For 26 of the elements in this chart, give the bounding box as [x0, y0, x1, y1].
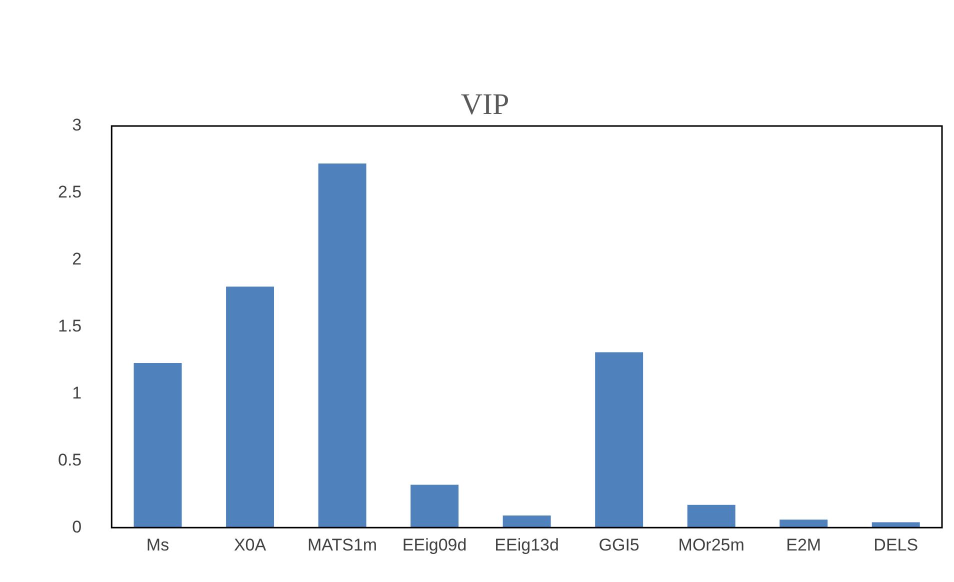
x-tick-label: EEig13d — [494, 535, 559, 554]
x-tick-label: Ms — [146, 535, 170, 554]
y-tick-label: 0 — [72, 517, 82, 536]
x-tick-label: MOr25m — [678, 535, 744, 554]
y-tick-label: 1.5 — [58, 316, 82, 336]
bar — [595, 352, 644, 528]
x-tick-label: MATS1m — [308, 535, 378, 554]
x-tick-label: X0A — [234, 535, 267, 554]
y-tick-label: 0.5 — [58, 450, 82, 470]
bar — [410, 484, 459, 528]
chart-title: VIP — [460, 88, 510, 121]
y-tick-label: 2 — [72, 250, 82, 269]
bar — [502, 516, 551, 528]
y-tick-label: 1 — [72, 383, 82, 402]
bar — [226, 286, 274, 528]
bar — [872, 522, 920, 528]
x-tick-label: DELS — [874, 535, 918, 554]
bar — [134, 362, 182, 528]
y-tick-label: 2.5 — [58, 182, 82, 202]
bar — [687, 504, 736, 528]
bar — [318, 163, 366, 528]
x-tick-label: EEig09d — [402, 535, 467, 554]
y-tick-label: 3 — [72, 116, 82, 135]
x-tick-label: E2M — [786, 535, 822, 554]
x-tick-label: GGI5 — [598, 535, 640, 554]
bar — [780, 520, 828, 528]
